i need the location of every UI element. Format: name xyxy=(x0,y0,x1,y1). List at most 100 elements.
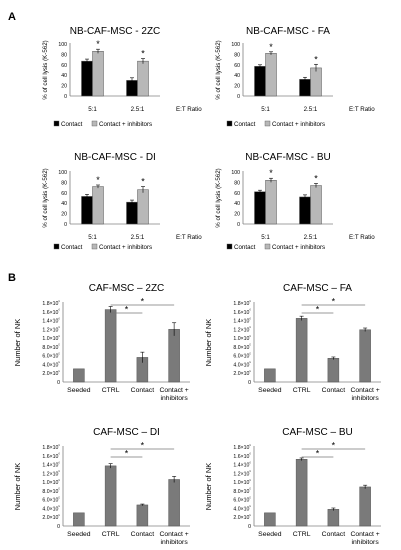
chart-5-y-tick-label: 6.0×10⁵ xyxy=(42,352,60,359)
charts-group: NB-CAF-MSC - 2ZC % of cell lysis (K-562) 0… xyxy=(13,26,381,546)
chart-4-bar xyxy=(310,185,322,225)
chart-7-x-tick-label: CTRL xyxy=(102,531,120,538)
chart-4-x-tick-label: 5:1 xyxy=(261,234,270,241)
chart-2-significance-star: * xyxy=(269,42,273,52)
chart-7-y-tick-label: 8.0×10⁵ xyxy=(42,488,60,495)
chart-3-y-tick-label: 40 xyxy=(61,201,67,207)
chart-1-x-tick-label: 5:1 xyxy=(88,106,97,113)
chart-5-y-tick-label: 4.0×10⁵ xyxy=(42,361,60,368)
chart-5-y-tick-label: 1.0×10⁶ xyxy=(42,335,60,342)
chart-1-significance-star: * xyxy=(141,49,145,59)
chart-6-y-tick-label: 8.0×10⁵ xyxy=(233,344,251,351)
chart-6-bar xyxy=(327,358,340,383)
chart-8-significance-star: * xyxy=(316,449,320,459)
chart-7-y-tick-label: 2.0×10⁵ xyxy=(42,514,60,521)
chart-4-legend-label: Contact + inhibitors xyxy=(272,244,325,251)
chart-6-significance-star: * xyxy=(316,305,320,315)
chart-2-bar xyxy=(254,66,266,97)
chart-3-y-tick-label: 100 xyxy=(58,170,67,176)
chart-6-title: CAF-MSC – FA xyxy=(283,283,352,294)
chart-3-legend-swatch xyxy=(53,243,60,250)
chart-1-legend-label: Contact xyxy=(61,121,83,128)
chart-6-y-tick-label: 1.2×10⁶ xyxy=(233,326,251,333)
chart-5-bar xyxy=(104,309,117,383)
chart-4-bar xyxy=(265,180,277,225)
chart-1-y-tick-label: 100 xyxy=(58,42,67,48)
chart-6-bar xyxy=(295,318,308,383)
chart-8-y-axis-label: Number of NK xyxy=(204,463,213,511)
chart-1-bar xyxy=(92,51,104,97)
chart-6-x-tick-label: Seeded xyxy=(258,387,282,394)
chart-7-x-tick-label: Contact xyxy=(131,531,155,538)
chart-4-legend-label: Contact xyxy=(234,244,256,251)
chart-6-y-tick-label: 1.4×10⁶ xyxy=(233,317,251,324)
chart-6-y-tick-label: 1.8×10⁶ xyxy=(233,300,251,307)
chart-3-bar xyxy=(81,196,93,225)
chart-4-y-tick-label: 100 xyxy=(231,170,240,176)
chart-2-y-tick-label: 40 xyxy=(234,73,240,79)
chart-3-y-tick-label: 60 xyxy=(61,191,67,197)
chart-8-y-tick-label: 1.6×10⁶ xyxy=(233,453,251,460)
chart-6-x-tick-label: CTRL xyxy=(293,387,311,394)
chart-4-y-axis-label: % of cell lysis (K-562) xyxy=(215,168,222,228)
chart-4-significance-star: * xyxy=(314,173,318,183)
chart-5-x-tick-label: Seeded xyxy=(67,387,91,394)
chart-6-significance-star: * xyxy=(332,297,336,307)
chart-5-y-tick-label: 1.6×10⁶ xyxy=(42,309,60,316)
chart-3-bar xyxy=(92,186,104,225)
chart-6-y-tick-label: 1.6×10⁶ xyxy=(233,309,251,316)
chart-5-x-tick-label: Contact xyxy=(131,387,155,394)
chart-1-significance-star: * xyxy=(96,39,100,49)
chart-2-significance-star: * xyxy=(314,54,318,64)
chart-5-y-tick-label: 0 xyxy=(57,380,60,386)
chart-3-title: NB-CAF-MSC - DI xyxy=(74,152,156,163)
chart-7-x-tick-label: Contact + xyxy=(159,531,188,538)
chart-2-y-tick-label: 20 xyxy=(234,84,240,90)
chart-8-y-tick-label: 4.0×10⁵ xyxy=(233,505,251,512)
chart-3-y-tick-label: 20 xyxy=(61,212,67,218)
chart-2-x-axis-label: E:T Ratio xyxy=(349,106,375,113)
chart-2-title: NB-CAF-MSC - FA xyxy=(246,26,330,37)
chart-8-x-tick-label: Contact xyxy=(322,531,346,538)
panel-label-a: A xyxy=(8,11,16,23)
chart-3-y-axis-label: % of cell lysis (K-562) xyxy=(42,168,49,228)
chart-2-y-tick-label: 0 xyxy=(237,94,240,100)
chart-6-y-tick-label: 0 xyxy=(248,380,251,386)
chart-7-y-tick-label: 6.0×10⁵ xyxy=(42,496,60,503)
chart-4-y-tick-label: 80 xyxy=(234,180,240,186)
chart-1-y-tick-label: 0 xyxy=(64,94,67,100)
chart-7-bar xyxy=(136,504,149,527)
chart-7-y-tick-label: 1.6×10⁶ xyxy=(42,453,60,460)
chart-5-bar xyxy=(168,329,180,383)
chart-5-y-axis-label: Number of NK xyxy=(13,319,22,367)
chart-2-legend-swatch xyxy=(226,120,233,127)
chart-3-bar xyxy=(126,201,138,225)
chart-7-y-tick-label: 4.0×10⁵ xyxy=(42,505,60,512)
chart-7-y-tick-label: 0 xyxy=(57,524,60,530)
chart-2-legend-label: Contact xyxy=(234,121,256,128)
chart-1-y-axis-label: % of cell lysis (K-562) xyxy=(42,40,49,100)
chart-6-y-tick-label: 4.0×10⁵ xyxy=(233,361,251,368)
chart-2-x-tick-label: 2.5:1 xyxy=(304,106,318,113)
chart-6-y-axis-label: Number of NK xyxy=(204,319,213,367)
chart-4-title: NB-CAF-MSC - BU xyxy=(245,152,331,163)
chart-7-x-tick-label: inhibitors xyxy=(161,539,189,546)
panel-label-b: B xyxy=(8,272,16,284)
chart-6-y-tick-label: 6.0×10⁵ xyxy=(233,352,251,359)
chart-8-x-tick-label: CTRL xyxy=(293,531,311,538)
chart-3-legend-label: Contact xyxy=(61,244,83,251)
chart-4-y-tick-label: 60 xyxy=(234,191,240,197)
chart-2-bar xyxy=(299,79,311,97)
chart-2-bar xyxy=(310,67,322,97)
chart-2-y-axis-label: % of cell lysis (K-562) xyxy=(215,40,222,100)
chart-4-y-tick-label: 0 xyxy=(237,222,240,228)
chart-1-x-tick-label: 2.5:1 xyxy=(131,106,145,113)
chart-3-x-axis-label: E:T Ratio xyxy=(176,234,202,241)
chart-8-x-tick-label: inhibitors xyxy=(352,539,380,546)
chart-1-bar xyxy=(81,60,93,97)
chart-2-y-tick-label: 80 xyxy=(234,52,240,58)
chart-7-bar xyxy=(168,479,180,527)
chart-4-bar xyxy=(299,196,311,225)
chart-5-y-tick-label: 1.8×10⁶ xyxy=(42,300,60,307)
chart-3-x-tick-label: 5:1 xyxy=(88,234,97,241)
